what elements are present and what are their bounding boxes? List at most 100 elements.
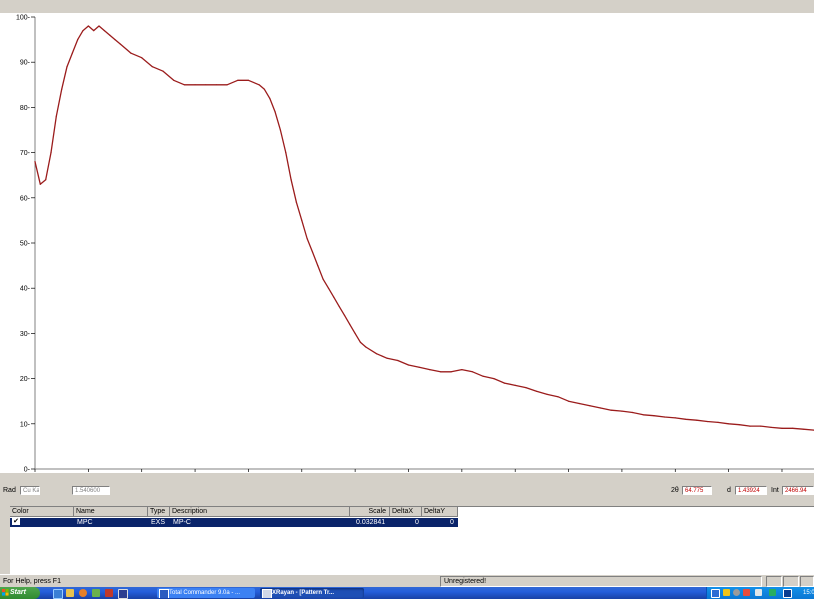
data-point xyxy=(792,427,794,429)
status-pane-scrl xyxy=(800,576,814,587)
data-point xyxy=(66,66,68,68)
data-point xyxy=(98,25,100,27)
data-point xyxy=(407,364,410,366)
tray-monitor-icon[interactable] xyxy=(755,589,762,596)
data-point xyxy=(269,97,271,99)
data-point xyxy=(82,30,84,32)
data-point xyxy=(450,371,452,373)
network-icon[interactable] xyxy=(92,589,100,597)
y-tick-label: 70- xyxy=(20,150,31,157)
table-row[interactable]: ✔ MPC EXS MP-C 0.032841 0 0 xyxy=(10,518,458,527)
y-tick-label: 60- xyxy=(20,195,31,202)
data-point xyxy=(301,219,303,221)
data-point xyxy=(183,84,185,86)
taskbar-item-xrayan[interactable]: XRayan - [Pattern Tr... xyxy=(260,588,364,598)
tray-app-icon[interactable] xyxy=(711,589,720,598)
data-point xyxy=(632,411,634,414)
folder-icon[interactable] xyxy=(66,589,74,597)
data-point xyxy=(77,39,79,41)
y-tick-label: 30- xyxy=(20,331,31,338)
data-point xyxy=(359,341,362,343)
task-label: XRayan - [Pattern Tr... xyxy=(272,590,335,596)
data-point xyxy=(119,43,121,45)
radiation-type-field[interactable]: Cu Ka xyxy=(20,486,40,495)
data-point xyxy=(696,419,698,421)
col-header-description[interactable]: Description xyxy=(170,507,350,517)
y-tick-label: 50- xyxy=(20,241,31,248)
data-point xyxy=(600,407,602,409)
data-point xyxy=(247,79,249,81)
data-point xyxy=(365,346,367,348)
data-point xyxy=(728,423,730,425)
data-point xyxy=(514,384,516,386)
data-point xyxy=(130,52,132,54)
wavelength-field[interactable]: 1.540600 xyxy=(72,486,110,495)
data-point xyxy=(45,179,47,181)
col-header-color[interactable]: Color xyxy=(10,507,74,517)
data-point xyxy=(50,152,52,154)
plot-canvas[interactable]: 0-10-20-30-40-50-60-70-80-90-100-2712172… xyxy=(0,13,814,473)
data-point xyxy=(338,305,340,307)
pattern-scale: 0.032841 xyxy=(356,519,386,526)
data-point xyxy=(343,314,346,316)
data-point xyxy=(61,88,63,90)
data-point xyxy=(664,416,666,418)
data-point xyxy=(482,375,484,377)
status-pane-caps xyxy=(766,576,782,587)
tray-network-icon[interactable] xyxy=(723,589,730,596)
cursor-readout-bar: Rad Cu Ka 1.540600 2θ 64.775 d 1.43924 I… xyxy=(0,485,814,497)
y-tick-label: 40- xyxy=(20,286,31,293)
data-point xyxy=(39,183,41,185)
col-header-type[interactable]: Type xyxy=(148,507,170,517)
data-point xyxy=(285,152,287,154)
pattern-name: MPC xyxy=(77,519,93,526)
data-point xyxy=(653,415,655,417)
col-header-delta-y[interactable]: DeltaY xyxy=(422,507,458,517)
start-button[interactable]: Start xyxy=(0,587,40,599)
two-theta-value: 64.775 xyxy=(682,486,712,495)
data-point xyxy=(706,420,708,423)
data-point xyxy=(642,414,644,416)
pattern-description: MP-C xyxy=(173,519,191,526)
data-point xyxy=(349,323,351,325)
col-header-name[interactable]: Name xyxy=(74,507,148,517)
data-point xyxy=(578,402,580,405)
floppy-icon[interactable] xyxy=(118,589,128,599)
tray-window-icon[interactable] xyxy=(769,589,776,596)
app-icon[interactable] xyxy=(105,589,113,597)
d-spacing-label: d xyxy=(727,487,731,494)
y-tick-label: 90- xyxy=(20,60,31,67)
data-point xyxy=(71,52,73,54)
data-point xyxy=(237,79,239,81)
ie-icon[interactable] xyxy=(53,589,63,599)
data-point xyxy=(738,424,740,426)
series-line-0 xyxy=(34,25,814,431)
tray-sound-icon[interactable] xyxy=(733,589,740,596)
media-icon[interactable] xyxy=(79,589,87,597)
intensity-label: Int xyxy=(771,487,779,494)
tray-flag-icon[interactable] xyxy=(783,589,792,598)
data-point xyxy=(274,111,276,113)
col-header-scale[interactable]: Scale xyxy=(350,507,390,517)
data-point xyxy=(295,201,297,203)
data-point xyxy=(471,371,474,373)
data-point xyxy=(194,84,196,86)
data-point xyxy=(311,251,314,253)
system-tray: 15:0 xyxy=(706,587,814,599)
pattern-delta-y: 0 xyxy=(450,519,454,526)
data-point xyxy=(439,371,442,373)
taskbar-item-total-commander[interactable]: Total Commander 9.0a - ... xyxy=(157,588,255,598)
data-point xyxy=(34,161,36,163)
tray-security-icon[interactable] xyxy=(743,589,750,596)
pattern-list-table[interactable]: Color Name Type Description Scale DeltaX… xyxy=(10,506,814,574)
data-point xyxy=(103,30,105,32)
diffraction-pattern-plot[interactable]: 0-10-20-30-40-50-60-70-80-90-100-2712172… xyxy=(0,13,814,473)
data-point xyxy=(263,88,265,90)
visibility-checkbox[interactable]: ✔ xyxy=(12,518,20,525)
data-point xyxy=(55,115,57,117)
y-tick-label: 100- xyxy=(16,15,31,22)
d-spacing-value: 1.43924 xyxy=(735,486,767,495)
col-header-delta-x[interactable]: DeltaX xyxy=(390,507,422,517)
data-point xyxy=(503,382,506,384)
y-tick-label: 10- xyxy=(20,421,31,428)
